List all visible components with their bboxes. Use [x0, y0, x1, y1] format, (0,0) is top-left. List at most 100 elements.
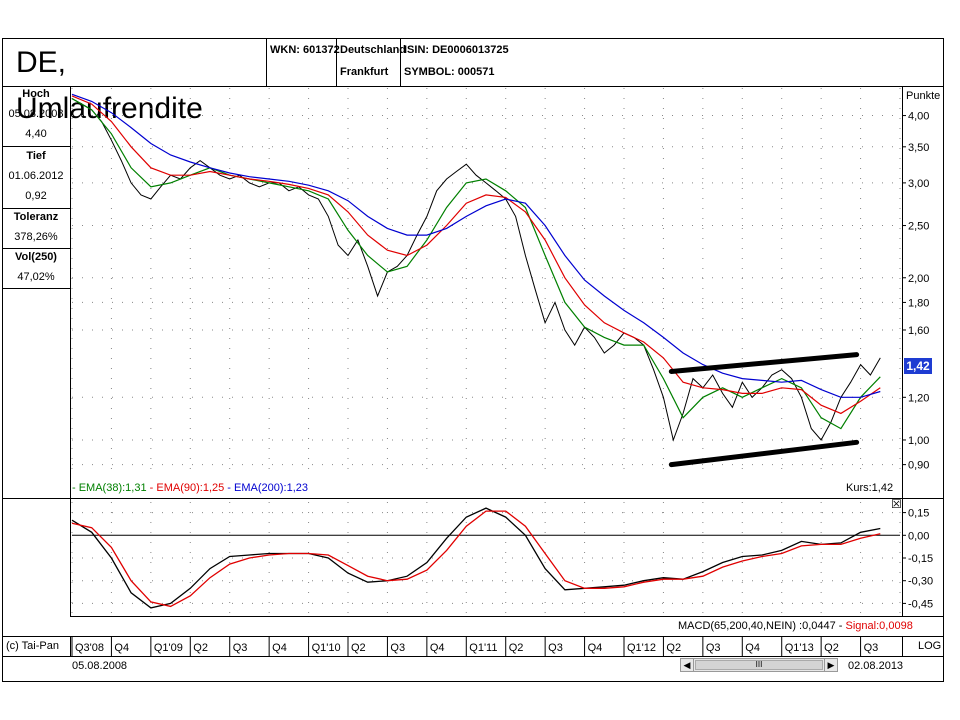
- header-divider: [400, 38, 401, 86]
- sidebar-rule: [2, 248, 70, 249]
- signal-line: [71, 510, 881, 608]
- x-tick-label: Q1'09: [154, 642, 183, 654]
- y-tick-label: 0,15: [908, 508, 929, 520]
- x-tick-label: Q4: [272, 642, 287, 654]
- x-tick-label: Q4: [588, 642, 603, 654]
- x-tick-label: Q3'08: [75, 642, 104, 654]
- y-tick-label: -0,45: [908, 598, 933, 610]
- y-tick-label: 1,20: [908, 392, 929, 404]
- x-tick-label: Q4: [430, 642, 445, 654]
- x-tick-label: Q1'11: [469, 642, 497, 654]
- ema90-line: [71, 95, 881, 415]
- footer-divider: [902, 636, 903, 656]
- sidebar-rule: [2, 146, 70, 147]
- footer-divider: [70, 636, 71, 656]
- axis-divider: [902, 86, 903, 616]
- low-label: Tief: [26, 150, 46, 162]
- x-tick-label: Q2: [824, 642, 839, 654]
- y-tick-label: 1,80: [908, 297, 929, 309]
- panel-rule: [70, 616, 944, 617]
- x-tick-label: Q3: [233, 642, 248, 654]
- tolerance-label: Toleranz: [13, 211, 59, 223]
- scroll-thumb[interactable]: III: [695, 660, 823, 670]
- sidebar-rule: [2, 208, 70, 209]
- start-date-label: 05.08.2008: [72, 660, 128, 672]
- header-divider: [266, 38, 267, 86]
- scroll-right-arrow-icon[interactable]: ▶: [824, 659, 837, 671]
- symbol-label: SYMBOL: 000571: [404, 66, 495, 78]
- channel-lower-line: [668, 439, 860, 468]
- y-tick-label: 0,90: [908, 460, 929, 472]
- macd-legend: MACD(65,200,40,NEIN) :0,0447 - Signal:0,…: [678, 620, 913, 632]
- trend-channel-group: [668, 352, 860, 468]
- y-tick-label: -0,15: [908, 553, 933, 565]
- legend-ema38: - EMA(38):1,31: [72, 482, 147, 494]
- y-axis-title: Punkte: [906, 90, 941, 102]
- high-value: 4,40: [25, 128, 47, 140]
- x-tick-label: Q4: [114, 642, 129, 654]
- country-label: Deutschland: [340, 44, 407, 56]
- y-tick-label: 4,00: [908, 111, 929, 123]
- footer-rule: [2, 636, 944, 637]
- wkn-label: WKN: 601372: [270, 44, 340, 56]
- y-tick-label: 2,00: [908, 273, 929, 285]
- scroll-left-arrow-icon[interactable]: ◀: [681, 659, 694, 671]
- y-tick-label: -0,30: [908, 576, 933, 588]
- x-tick-label: Q3: [390, 642, 405, 654]
- macd-signal-text: Signal:0,0098: [845, 620, 913, 632]
- time-scrollbar[interactable]: ◀ III ▶: [680, 658, 838, 672]
- macd-legend-separator: -: [835, 620, 846, 632]
- isin-label: ISIN: DE0006013725: [404, 44, 509, 56]
- y-tick-label: 1,00: [908, 435, 929, 447]
- y-tick-label: 1,60: [908, 325, 929, 337]
- high-date: 05.08.2008: [8, 108, 64, 120]
- copyright-label: (c) Tai-Pan: [6, 640, 59, 652]
- macd-series-group: [71, 507, 881, 609]
- price-line: [71, 98, 881, 442]
- macd-axis: 0,15 0,00 -0,15 -0,30 -0,45: [902, 508, 933, 610]
- exchange-label: Frankfurt: [340, 66, 389, 78]
- legend-ema90: - EMA(90):1,25: [146, 482, 225, 494]
- tolerance-value: 378,26%: [14, 231, 58, 243]
- sidebar-rule: [2, 288, 70, 289]
- x-tick-label: Q2: [193, 642, 208, 654]
- y-tick-label: 2,50: [908, 221, 929, 233]
- x-tick-label: Q2: [351, 642, 366, 654]
- close-panel-button[interactable]: ☒: [891, 497, 902, 511]
- end-date-label: 02.08.2013: [848, 660, 904, 672]
- x-tick-label: Q3: [706, 642, 721, 654]
- main-grid: [71, 88, 901, 478]
- x-tick-label: Q3: [864, 642, 879, 654]
- y-tick-label: 3,50: [908, 142, 929, 154]
- x-tick-label: Q1'13: [785, 642, 814, 654]
- close-price-label: Kurs:1,42: [846, 482, 894, 494]
- ema-legend: - EMA(38):1,31 - EMA(90):1,25 - EMA(200)…: [72, 482, 308, 494]
- macd-line: [71, 507, 881, 609]
- header-rule: [2, 86, 944, 87]
- log-toggle[interactable]: LOG: [918, 640, 942, 652]
- footer-rule: [2, 656, 944, 657]
- sidebar-divider: [70, 86, 71, 616]
- x-tick-label: Q1'12: [627, 642, 656, 654]
- volatility-value: 47,02%: [17, 271, 55, 283]
- panel-rule: [2, 498, 944, 499]
- last-value-badge: 1,42: [904, 358, 932, 374]
- macd-legend-text: MACD(65,200,40,NEIN) :0,0447: [678, 620, 836, 632]
- x-tick-label: Q1'10: [312, 642, 341, 654]
- channel-upper-line: [668, 352, 860, 374]
- x-tick-label: Q4: [745, 642, 760, 654]
- ema38-line: [71, 98, 881, 430]
- low-value: 0,92: [25, 190, 47, 202]
- y-tick-label: 3,00: [908, 178, 929, 190]
- macd-grid: [71, 502, 901, 614]
- x-tick-label: Q3: [548, 642, 563, 654]
- x-tick-label: Q2: [666, 642, 681, 654]
- x-tick-label: Q2: [509, 642, 524, 654]
- ema200-line: [71, 93, 881, 398]
- header-divider: [336, 38, 337, 86]
- price-series-group: [71, 93, 881, 442]
- y-tick-label: 0,00: [908, 530, 929, 542]
- price-axis: 4,00 3,50 3,00 2,50 2,00 1,80 1,60 1,20 1,00 0,90: [902, 111, 929, 472]
- volatility-label: Vol(250): [15, 251, 57, 263]
